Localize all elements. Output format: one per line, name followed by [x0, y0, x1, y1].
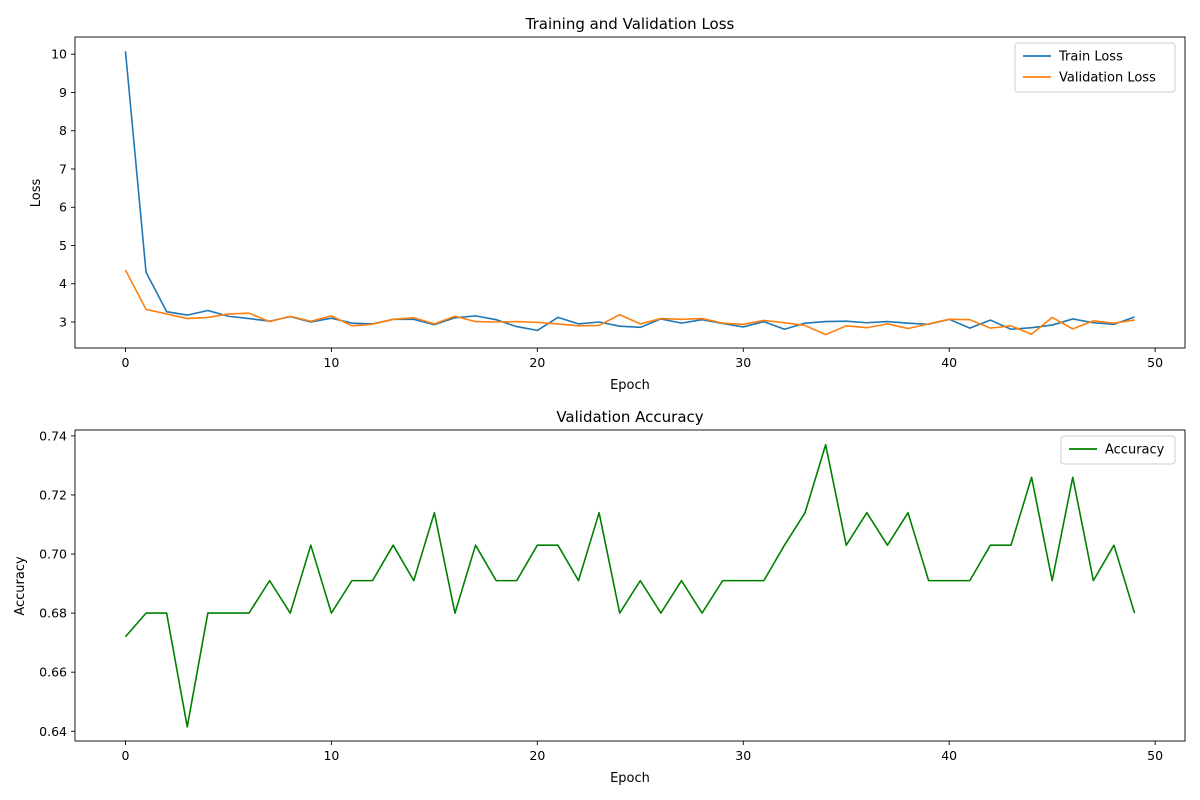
accuracy-y-tick-label: 0.66: [39, 665, 67, 680]
accuracy-x-tick-label: 20: [529, 748, 545, 763]
accuracy-legend: Accuracy: [1060, 435, 1176, 465]
loss-x-tick-label: 50: [1147, 355, 1163, 370]
accuracy-y-tick-label: 0.74: [39, 428, 67, 443]
loss-y-tick-label: 9: [59, 85, 67, 100]
accuracy-x-tick-label: 0: [121, 748, 129, 763]
loss-legend-label: Train Loss: [1058, 50, 1123, 65]
loss-chart-y-axis-label: Loss: [29, 179, 44, 208]
loss-y-tick-label: 10: [51, 47, 67, 62]
loss-chart: Training and Validation Loss 0 10 20 30 40 50…: [29, 15, 1186, 393]
accuracy-legend-box: [1060, 435, 1176, 465]
accuracy-x-tick-label: 10: [323, 748, 339, 763]
loss-legend-label: Validation Loss: [1059, 71, 1156, 86]
accuracy-y-tick-label: 0.68: [39, 606, 67, 621]
accuracy-y-tick-label: 0.64: [39, 724, 67, 739]
loss-x-tick-label: 0: [121, 355, 129, 370]
loss-x-tick-label: 40: [941, 355, 957, 370]
accuracy-chart-y-axis-label: Accuracy: [13, 556, 28, 616]
loss-axes-frame: [74, 36, 1186, 349]
accuracy-x-tick-label: 30: [735, 748, 751, 763]
accuracy-x-tick-label: 40: [941, 748, 957, 763]
accuracy-chart-plot-area: 0 10 20 30 40 50 0.64 0.66 0.68 0.70 0.72 0.74 Accur…: [39, 428, 1186, 763]
accuracy-axes-frame: [74, 429, 1186, 742]
accuracy-chart-x-axis-label: Epoch: [610, 771, 650, 786]
accuracy-y-tick-label: 0.72: [39, 487, 67, 502]
loss-y-tick-label: 6: [59, 200, 67, 215]
loss-chart-plot-area: 0 10 20 30 40 50 3 4 5 6 7 8 9 10 Train Loss Validation…: [51, 36, 1186, 370]
loss-x-tick-label: 30: [735, 355, 751, 370]
loss-chart-title: Training and Validation Loss: [525, 15, 735, 33]
loss-chart-x-axis-label: Epoch: [610, 378, 650, 393]
loss-y-tick-label: 4: [59, 276, 67, 291]
loss-y-tick-label: 8: [59, 123, 67, 138]
accuracy-series-line-accuracy: [124, 443, 1136, 728]
loss-legend-box: [1014, 42, 1176, 93]
loss-x-tick-label: 20: [529, 355, 545, 370]
accuracy-x-tick-label: 50: [1147, 748, 1163, 763]
loss-series-line-validation-loss: [124, 269, 1135, 336]
accuracy-chart: Validation Accuracy 0 10 20 30 40 500.640.660…: [13, 408, 1186, 786]
accuracy-chart-title: Validation Accuracy: [556, 408, 703, 426]
loss-y-tick-label: 3: [59, 314, 67, 329]
loss-legend: Train Loss Validation Loss: [1014, 42, 1176, 93]
loss-y-tick-label: 7: [59, 161, 67, 176]
loss-x-tick-label: 10: [323, 355, 339, 370]
accuracy-legend-label: Accuracy: [1105, 443, 1165, 458]
loss-y-tick-label: 5: [59, 238, 67, 253]
accuracy-y-tick-label: 0.70: [39, 547, 67, 562]
